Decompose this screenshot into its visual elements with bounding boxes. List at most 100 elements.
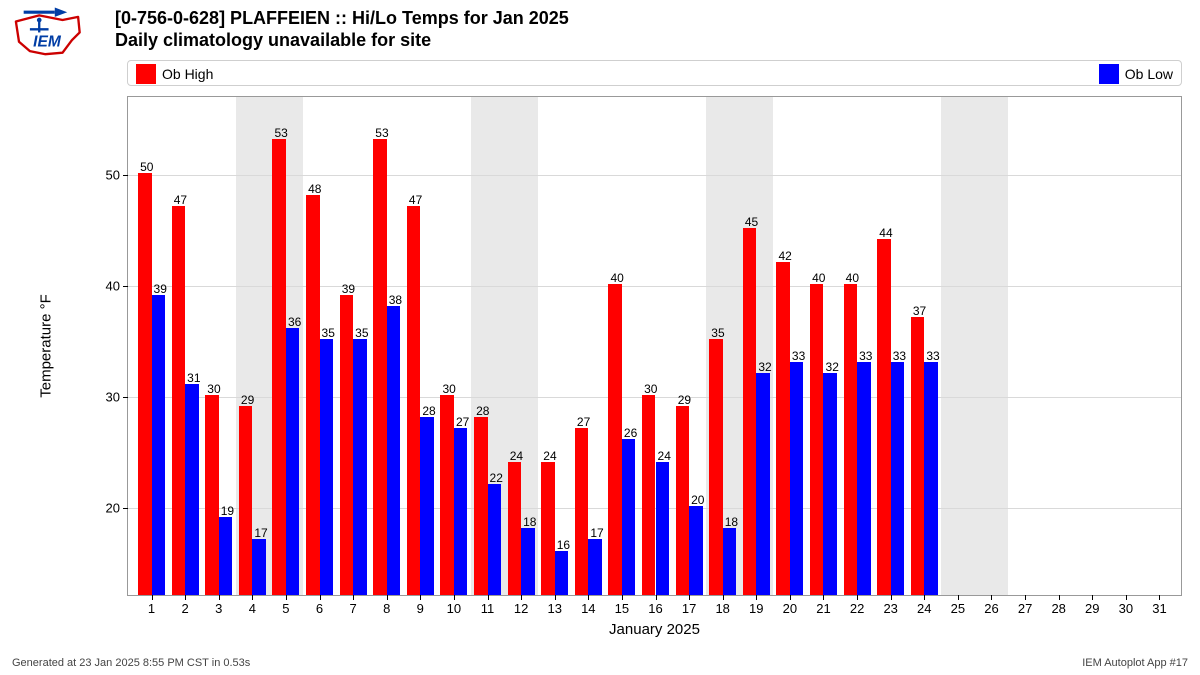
- bar-high-label: 29: [241, 393, 254, 407]
- legend-swatch-low: [1099, 64, 1119, 84]
- bar-low: [790, 362, 803, 595]
- bar-low: [353, 339, 366, 595]
- x-tick-mark: [387, 595, 388, 600]
- bar-high: [776, 262, 789, 595]
- y-tick-mark: [123, 286, 128, 287]
- bar-low-label: 35: [322, 326, 335, 340]
- bar-high-label: 30: [644, 382, 657, 396]
- bar-high: [642, 395, 655, 595]
- x-tick-mark: [756, 595, 757, 600]
- bar-low-label: 33: [893, 349, 906, 363]
- x-tick-label: 15: [615, 601, 629, 616]
- bar-low-label: 18: [523, 515, 536, 529]
- bar-high-label: 47: [409, 193, 422, 207]
- iem-logo: IEM: [8, 6, 86, 62]
- x-tick-label: 18: [715, 601, 729, 616]
- bar-low: [588, 539, 601, 595]
- x-tick-mark: [891, 595, 892, 600]
- x-tick-mark: [790, 595, 791, 600]
- bar-low-label: 28: [422, 404, 435, 418]
- x-tick-mark: [723, 595, 724, 600]
- bar-high-label: 45: [745, 215, 758, 229]
- x-tick-label: 13: [547, 601, 561, 616]
- bar-high: [306, 195, 319, 595]
- x-tick-label: 22: [850, 601, 864, 616]
- chart-subtitle: Daily climatology unavailable for site: [115, 30, 431, 51]
- y-tick-label: 30: [106, 390, 120, 405]
- bar-low-label: 36: [288, 315, 301, 329]
- bar-low-label: 18: [725, 515, 738, 529]
- bar-high-label: 40: [846, 271, 859, 285]
- bar-low: [252, 539, 265, 595]
- x-tick-mark: [1059, 595, 1060, 600]
- bar-low: [656, 462, 669, 595]
- x-tick-mark: [185, 595, 186, 600]
- x-tick-mark: [689, 595, 690, 600]
- x-tick-label: 3: [215, 601, 222, 616]
- bar-high-label: 30: [207, 382, 220, 396]
- footer-generated: Generated at 23 Jan 2025 8:55 PM CST in …: [12, 657, 250, 669]
- bar-high-label: 29: [678, 393, 691, 407]
- x-tick-mark: [656, 595, 657, 600]
- bar-low-label: 31: [187, 371, 200, 385]
- x-tick-mark: [286, 595, 287, 600]
- gridline: [128, 286, 1181, 287]
- x-tick-label: 2: [181, 601, 188, 616]
- bar-high-label: 27: [577, 415, 590, 429]
- bar-high: [743, 228, 756, 595]
- bar-high-label: 48: [308, 182, 321, 196]
- bar-high: [239, 406, 252, 595]
- y-tick-mark: [123, 175, 128, 176]
- bar-low-label: 24: [658, 449, 671, 463]
- bar-low-label: 20: [691, 493, 704, 507]
- bar-high: [373, 139, 386, 595]
- x-tick-mark: [1025, 595, 1026, 600]
- x-tick-mark: [588, 595, 589, 600]
- x-tick-label: 26: [984, 601, 998, 616]
- x-tick-label: 8: [383, 601, 390, 616]
- bar-high: [541, 462, 554, 595]
- bar-high-label: 42: [778, 249, 791, 263]
- legend-item-low: Ob Low: [1091, 61, 1173, 87]
- x-tick-mark: [454, 595, 455, 600]
- bar-high-label: 30: [443, 382, 456, 396]
- bar-high-label: 40: [610, 271, 623, 285]
- bar-low-label: 33: [859, 349, 872, 363]
- x-tick-label: 30: [1119, 601, 1133, 616]
- bar-high: [407, 206, 420, 595]
- x-tick-label: 31: [1152, 601, 1166, 616]
- weekend-band: [941, 97, 1008, 595]
- bar-low: [622, 439, 635, 595]
- bar-low-label: 19: [221, 504, 234, 518]
- x-tick-label: 28: [1051, 601, 1065, 616]
- bar-low: [555, 551, 568, 595]
- x-tick-label: 20: [783, 601, 797, 616]
- gridline: [128, 175, 1181, 176]
- y-axis-label: Temperature °F: [38, 294, 55, 398]
- bar-low-label: 27: [456, 415, 469, 429]
- y-tick-mark: [123, 508, 128, 509]
- bar-low-label: 33: [926, 349, 939, 363]
- bar-high-label: 50: [140, 160, 153, 174]
- bar-high: [911, 317, 924, 595]
- bar-high: [508, 462, 521, 595]
- x-tick-mark: [353, 595, 354, 600]
- bar-high: [272, 139, 285, 595]
- bar-low-label: 16: [557, 538, 570, 552]
- bar-high-label: 24: [510, 449, 523, 463]
- footer-app: IEM Autoplot App #17: [1082, 657, 1188, 669]
- bar-high-label: 39: [342, 282, 355, 296]
- x-tick-mark: [420, 595, 421, 600]
- bar-high: [877, 239, 890, 595]
- x-tick-mark: [488, 595, 489, 600]
- x-tick-label: 6: [316, 601, 323, 616]
- x-tick-mark: [991, 595, 992, 600]
- x-tick-mark: [152, 595, 153, 600]
- legend-swatch-high: [136, 64, 156, 84]
- bar-low-label: 32: [758, 360, 771, 374]
- x-tick-label: 29: [1085, 601, 1099, 616]
- x-tick-label: 7: [349, 601, 356, 616]
- legend-label-low: Ob Low: [1125, 66, 1173, 82]
- x-tick-label: 9: [417, 601, 424, 616]
- bar-high: [844, 284, 857, 595]
